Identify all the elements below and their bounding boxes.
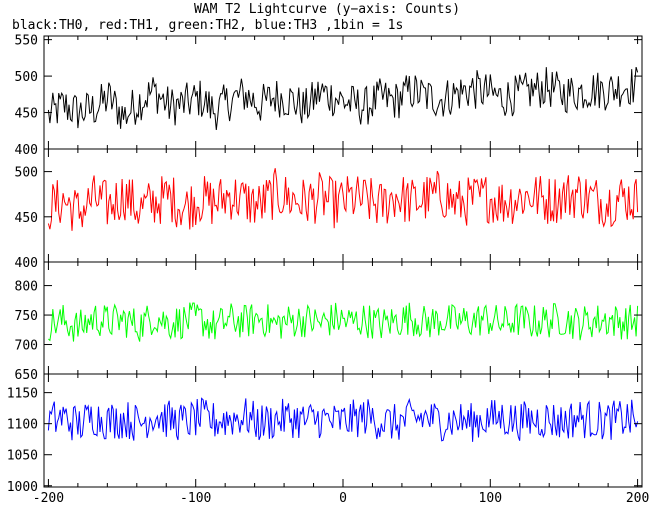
y-tick-label: 650 bbox=[15, 368, 38, 383]
y-tick-label: 450 bbox=[15, 211, 38, 226]
y-tick-label: 1000 bbox=[7, 480, 38, 495]
chart-title: WAM T2 Lightcurve (y−axis: Counts) bbox=[193, 2, 461, 17]
chart-subtitle: black:TH0, red:TH1, green:TH2, blue:TH3 … bbox=[12, 18, 404, 33]
x-tick-label: 200 bbox=[626, 491, 649, 505]
y-tick-label: 550 bbox=[15, 34, 38, 49]
y-tick-label: 500 bbox=[15, 166, 38, 181]
panel-1-frame bbox=[43, 35, 643, 150]
y-tick-label: 500 bbox=[15, 70, 38, 85]
y-tick-label: 400 bbox=[15, 143, 38, 158]
y-tick-label: 1050 bbox=[7, 449, 38, 464]
y-tick-label: 400 bbox=[15, 256, 38, 271]
series-th3-line bbox=[47, 397, 639, 442]
x-tick-label: -100 bbox=[180, 491, 211, 505]
y-tick-label: 450 bbox=[15, 107, 38, 122]
y-tick-label: 750 bbox=[15, 309, 38, 324]
y-tick-label: 1100 bbox=[7, 418, 38, 433]
x-tick-label: 0 bbox=[339, 491, 347, 505]
series-th2-line bbox=[48, 302, 639, 342]
y-tick-label: 1150 bbox=[7, 387, 38, 402]
series-th1-line bbox=[47, 168, 639, 231]
y-tick-label: 700 bbox=[15, 339, 38, 354]
y-tick-label: 800 bbox=[15, 280, 38, 295]
series-th0-line bbox=[47, 66, 639, 131]
x-tick-label: 100 bbox=[479, 491, 502, 505]
x-tick-label: -200 bbox=[33, 491, 64, 505]
